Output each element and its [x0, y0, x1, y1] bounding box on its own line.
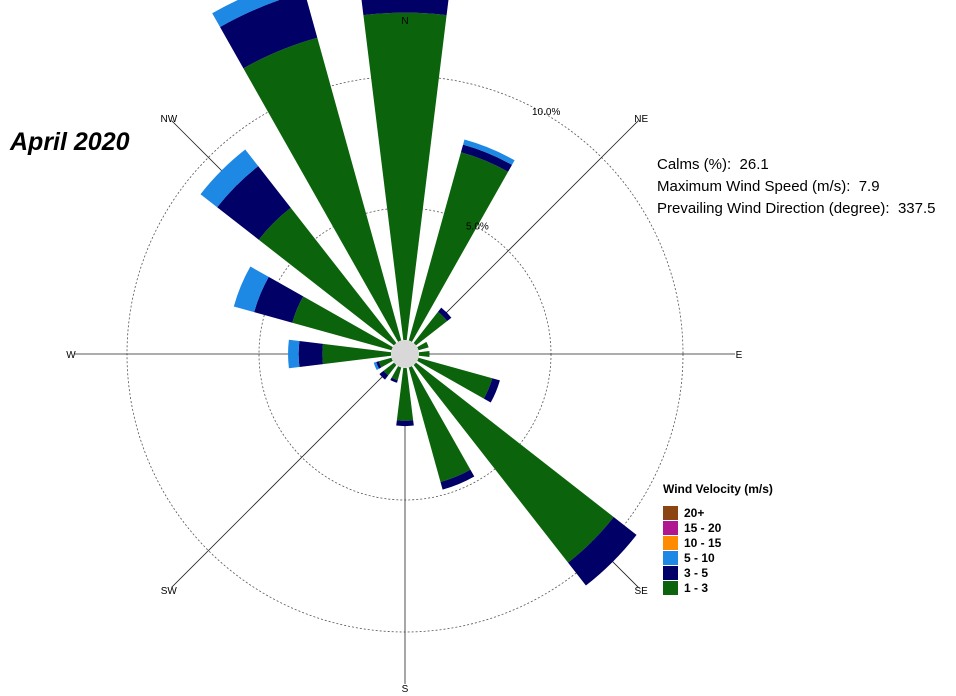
calms-label: Calms (%):: [657, 156, 732, 173]
petal-SSE-1-3: [408, 366, 471, 482]
petal-ENE-1-3: [417, 341, 429, 351]
petal-N-3-5: [361, 0, 449, 16]
petal-SW-1-3: [383, 362, 397, 376]
legend-swatch: [663, 505, 678, 520]
petal-NNW-3-5: [220, 0, 318, 69]
petal-S-3-5: [396, 420, 414, 427]
legend-item: 3 - 5: [663, 565, 773, 580]
compass-label-ne: NE: [634, 114, 648, 125]
calm-circle: [391, 340, 419, 368]
compass-label-e: E: [736, 350, 743, 361]
petal-ESE-1-3: [417, 357, 493, 399]
petal-NW-1-3: [258, 207, 397, 346]
petal-NW-3-5: [217, 166, 291, 240]
compass-label-sw: SW: [161, 586, 178, 597]
legend-label: 10 - 15: [684, 535, 722, 550]
compass-label-s: S: [402, 684, 409, 695]
petal-W-5-10: [288, 339, 300, 369]
legend-item: 5 - 10: [663, 550, 773, 565]
calms-value: 26.1: [739, 156, 769, 173]
petal-SE-1-3: [413, 362, 614, 563]
legend-swatch: [663, 550, 678, 565]
legend-swatch: [663, 520, 678, 535]
petal-W-1-3: [322, 343, 392, 365]
legend-label: 15 - 20: [684, 520, 722, 535]
petal-NNE-1-3: [408, 152, 509, 342]
petal-S-1-3: [396, 367, 414, 421]
petal-WNW-1-3: [292, 296, 393, 351]
legend-item: 20+: [663, 505, 773, 520]
petal-N-1-3: [363, 12, 447, 341]
compass-label-w: W: [66, 350, 76, 361]
petal-SW-3-5: [379, 370, 389, 380]
legend-label: 5 - 10: [684, 550, 715, 565]
petal-WNW-5-10: [233, 266, 269, 313]
stats-panel: Calms (%): 26.1 Maximum Wind Speed (m/s)…: [657, 154, 936, 220]
ring-label: 5.0%: [466, 222, 489, 233]
petal-NE-3-5: [437, 307, 452, 322]
legend-swatch: [663, 580, 678, 595]
petal-NNW-5-10: [212, 0, 280, 28]
legend-label: 3 - 5: [684, 565, 709, 580]
petal-SSE-3-5: [440, 469, 475, 490]
max-speed-label: Maximum Wind Speed (m/s):: [657, 178, 851, 195]
petal-WSW-3-5: [376, 361, 382, 369]
petal-WNW-3-5: [254, 276, 304, 323]
ring-label: 10.0%: [532, 107, 560, 118]
max-speed-value: 7.9: [858, 178, 880, 195]
legend-item: 15 - 20: [663, 520, 773, 535]
compass-label-se: SE: [635, 586, 649, 597]
petal-E-1-3: [418, 351, 430, 357]
prevailing-value: 337.5: [897, 200, 936, 217]
legend-label: 1 - 3: [684, 580, 709, 595]
prevailing-row: Prevailing Wind Direction (degree): 337.…: [657, 198, 936, 220]
petal-NNE-3-5: [460, 144, 512, 172]
legend-item: 10 - 15: [663, 535, 773, 550]
petal-SSW-1-3: [391, 366, 402, 381]
petal-SSW-3-5: [390, 377, 398, 383]
compass-label-nw: NW: [160, 114, 177, 125]
legend: Wind Velocity (m/s) 20+ 15 - 20 10 - 15 5 -…: [663, 482, 773, 595]
legend-title: Wind Velocity (m/s): [663, 482, 773, 496]
petal-NNW-1-3: [243, 37, 402, 342]
petal-W-3-5: [298, 341, 323, 367]
petal-ESE-3-5: [483, 378, 500, 403]
petal-WSW-1-3: [378, 357, 393, 368]
petal-NE-1-3: [413, 311, 448, 346]
wind-petals: [200, 0, 637, 586]
petal-WSW-5-10: [373, 361, 380, 370]
compass-label-n: N: [401, 16, 408, 27]
max-speed-row: Maximum Wind Speed (m/s): 7.9: [657, 176, 936, 198]
legend-label: 20+: [684, 505, 705, 520]
petal-NNE-5-10: [463, 139, 515, 165]
chart-title: April 2020: [10, 128, 130, 156]
legend-swatch: [663, 565, 678, 580]
legend-swatch: [663, 535, 678, 550]
chart-labels: 5.0% 10.0% N NE E SE S SW W NW: [66, 16, 742, 695]
legend-item: 1 - 3: [663, 580, 773, 595]
petal-NW-5-10: [200, 149, 259, 208]
petal-SE-3-5: [568, 517, 637, 586]
prevailing-label: Prevailing Wind Direction (degree):: [657, 200, 890, 217]
calms-row: Calms (%): 26.1: [657, 154, 936, 176]
